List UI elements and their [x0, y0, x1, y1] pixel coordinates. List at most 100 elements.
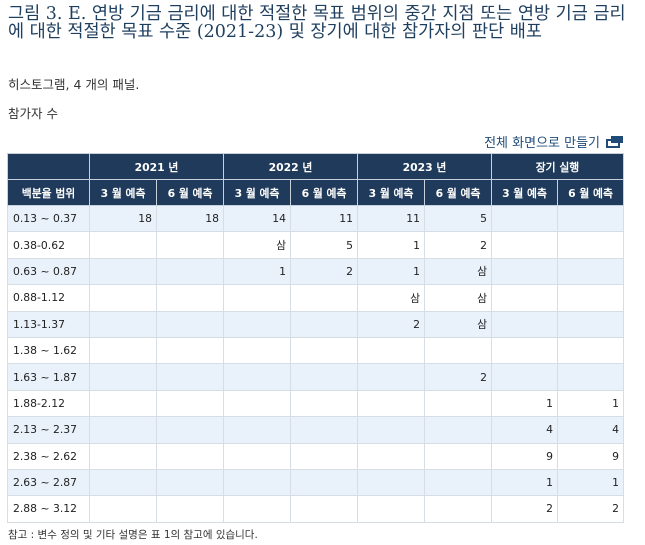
- range-label: 0.13 ~ 0.37: [7, 204, 90, 233]
- range-label: 0.88-1.12: [7, 284, 90, 312]
- table-cell: [223, 495, 291, 523]
- table-cell: [156, 442, 224, 470]
- table-cell: [156, 257, 224, 286]
- figure-note: 참고 : 변수 정의 및 기타 설명은 표 1의 참고에 있습니다.: [8, 529, 258, 541]
- group-header-2022: 2022 년: [223, 153, 358, 180]
- table-cell: 삼: [357, 284, 425, 312]
- table-cell: [89, 231, 157, 259]
- table-row: 1.88-2.12 1 1: [7, 389, 624, 418]
- table-cell: [156, 495, 224, 523]
- table-cell: [557, 257, 624, 286]
- table-cell: 9: [491, 442, 558, 470]
- table-cell: [491, 231, 558, 259]
- table-cell: 2: [424, 363, 492, 391]
- fullscreen-button[interactable]: 전체 화면으로 만들기: [484, 132, 623, 151]
- range-label: 1.88-2.12: [7, 389, 90, 418]
- sub-header-row: 백분율 범위 3 월 예측 6 월 예측 3 월 예측 6 월 예측 3 월 예…: [7, 179, 624, 206]
- table-cell: 2: [557, 495, 624, 523]
- table-cell: [223, 336, 291, 365]
- range-label: 2.38 ~ 2.62: [7, 442, 90, 470]
- table-cell: [290, 416, 358, 444]
- figure-title: 그림 3. E. 연방 기금 금리에 대한 적절한 목표 범위의 중간 지점 또…: [8, 4, 626, 42]
- table-cell: [357, 495, 425, 523]
- table-cell: [89, 284, 157, 312]
- table-cell: 11: [290, 204, 358, 233]
- table-row: 0.38-0.62 삼 5 1 2: [7, 231, 624, 259]
- table-row: 0.63 ~ 0.87 1 2 1 삼: [7, 257, 624, 286]
- table-cell: [290, 363, 358, 391]
- table-cell: 삼: [223, 231, 291, 259]
- fullscreen-icon[interactable]: [606, 135, 623, 148]
- figure-subtitle: 히스토그램, 4 개의 패널.: [8, 77, 140, 92]
- subheader-2023-march: 3 월 예측: [357, 179, 425, 206]
- table-cell: 삼: [424, 257, 492, 286]
- table-cell: [424, 468, 492, 497]
- table-cell: 삼: [424, 284, 492, 312]
- table-cell: 1: [557, 468, 624, 497]
- table-cell: 2: [357, 310, 425, 338]
- table-cell: 1: [557, 389, 624, 418]
- table-cell: [89, 468, 157, 497]
- range-label: 2.63 ~ 2.87: [7, 468, 90, 497]
- table-cell: [223, 310, 291, 338]
- table-cell: [156, 231, 224, 259]
- table-cell: 5: [424, 204, 492, 233]
- fullscreen-label[interactable]: 전체 화면으로 만들기: [484, 136, 600, 151]
- table-cell: [89, 336, 157, 365]
- table-row: 1.13-1.37 2 삼: [7, 310, 624, 338]
- subheader-longer-run-june: 6 월 예측: [557, 179, 624, 206]
- table-cell: 4: [557, 416, 624, 444]
- table-cell: 1: [491, 468, 558, 497]
- table-cell: 2: [290, 257, 358, 286]
- range-label: 0.63 ~ 0.87: [7, 257, 90, 286]
- subheader-2022-june: 6 월 예측: [290, 179, 358, 206]
- table-cell: [557, 204, 624, 233]
- table-row: 2.88 ~ 3.12 2 2: [7, 495, 624, 523]
- table-cell: [491, 204, 558, 233]
- table-cell: 9: [557, 442, 624, 470]
- data-table: 2021 년 2022 년 2023 년 장기 실행 백분율 범위 3 월 예측…: [7, 153, 624, 523]
- table-cell: [357, 416, 425, 444]
- table-cell: 2: [424, 231, 492, 259]
- table-cell: [89, 310, 157, 338]
- table-cell: [89, 416, 157, 444]
- table-row: 1.63 ~ 1.87 2: [7, 363, 624, 391]
- table-cell: [357, 363, 425, 391]
- table-cell: [491, 310, 558, 338]
- table-cell: 1: [357, 257, 425, 286]
- table-cell: [223, 363, 291, 391]
- table-cell: [89, 442, 157, 470]
- range-label: 1.63 ~ 1.87: [7, 363, 90, 391]
- table-cell: [290, 495, 358, 523]
- table-cell: [557, 363, 624, 391]
- table-cell: [357, 336, 425, 365]
- table-cell: [89, 389, 157, 418]
- table-cell: [357, 442, 425, 470]
- table-cell: [290, 389, 358, 418]
- range-label: 0.38-0.62: [7, 231, 90, 259]
- table-cell: [156, 284, 224, 312]
- table-cell: [557, 336, 624, 365]
- table-cell: [357, 468, 425, 497]
- table-cell: 11: [357, 204, 425, 233]
- table-cell: [156, 363, 224, 391]
- table-row: 2.13 ~ 2.37 4 4: [7, 416, 624, 444]
- subheader-2023-june: 6 월 예측: [424, 179, 492, 206]
- corner-cell: [7, 153, 90, 180]
- table-cell: [223, 284, 291, 312]
- table-cell: 14: [223, 204, 291, 233]
- table-cell: [156, 310, 224, 338]
- table-cell: [290, 310, 358, 338]
- table-cell: [290, 442, 358, 470]
- table-row: 1.38 ~ 1.62: [7, 336, 624, 365]
- table-row: 2.63 ~ 2.87 1 1: [7, 468, 624, 497]
- table-cell: 5: [290, 231, 358, 259]
- table-cell: [223, 389, 291, 418]
- table-cell: [491, 363, 558, 391]
- table-cell: [557, 284, 624, 312]
- range-label: 2.88 ~ 3.12: [7, 495, 90, 523]
- group-header-2023: 2023 년: [357, 153, 492, 180]
- table-cell: [156, 468, 224, 497]
- table-cell: [424, 389, 492, 418]
- table-cell: 1: [357, 231, 425, 259]
